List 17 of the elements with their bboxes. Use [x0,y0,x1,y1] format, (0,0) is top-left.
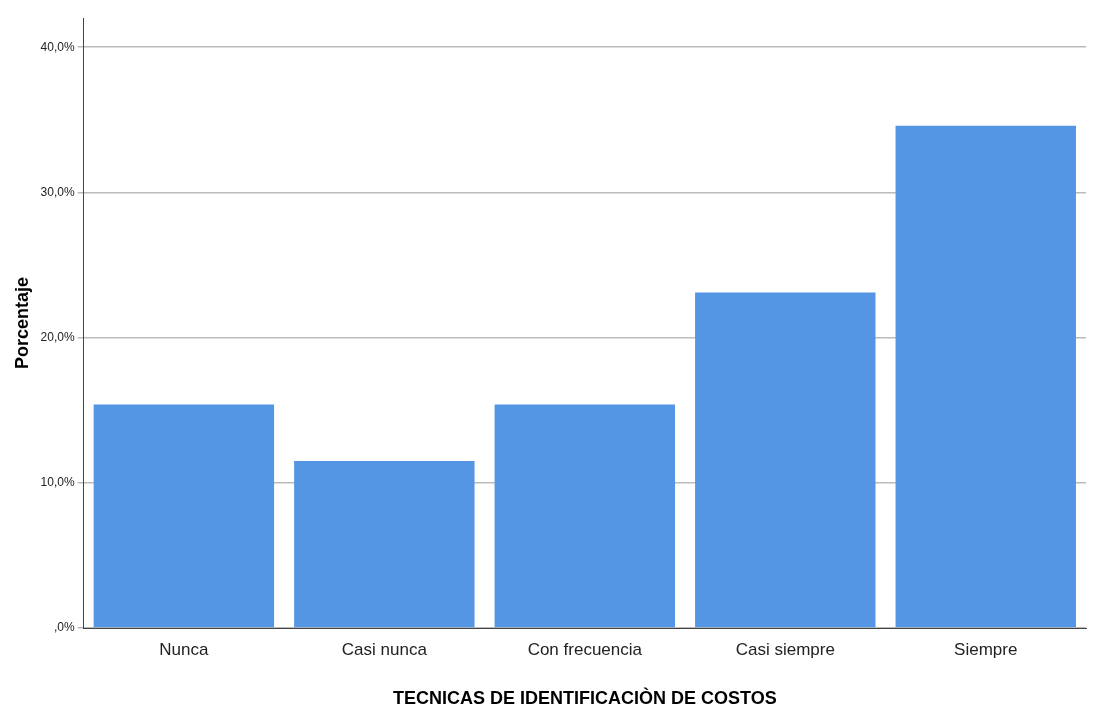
bar [93,404,275,628]
x-axis-title: TECNICAS DE IDENTIFICACIÒN DE COSTOS [392,687,777,709]
y-tick-label: 40,0% [40,39,75,54]
bar [494,404,676,628]
y-tick-label: 20,0% [40,329,75,344]
x-tick-label: Con frecuencia [527,639,643,659]
bar [294,461,475,628]
bar [695,292,876,628]
x-tick-label: Casi siempre [735,639,835,659]
x-tick-label: Casi nunca [341,639,428,659]
bar [895,125,1076,628]
y-tick-label: 10,0% [40,475,75,490]
x-tick-label: Siempre [954,639,1018,659]
y-tick-label: 30,0% [40,184,75,199]
y-axis-title: Porcentaje [11,277,32,370]
x-tick-label: Nunca [159,639,209,659]
y-tick-label: ,0% [53,620,75,635]
